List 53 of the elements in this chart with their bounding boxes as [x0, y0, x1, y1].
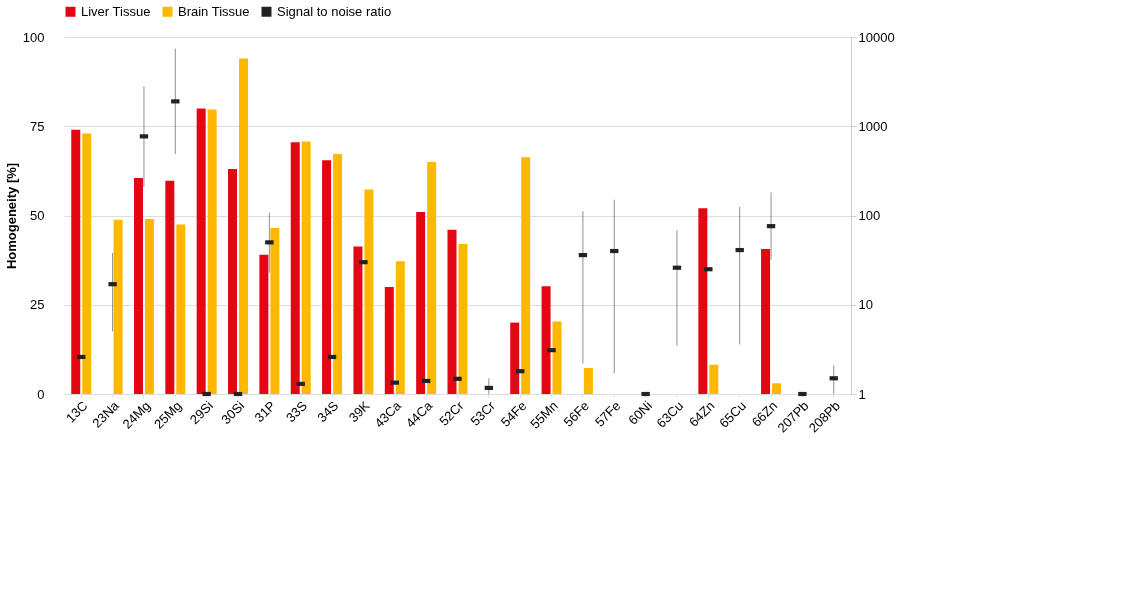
- x-tick-label: 34S: [314, 397, 342, 426]
- bar: [552, 321, 562, 394]
- bar: [353, 246, 363, 394]
- bar: [71, 129, 81, 394]
- legend-label: Brain Tissue: [178, 3, 250, 19]
- bar: [395, 261, 405, 394]
- x-tick-label: 31P: [251, 398, 279, 426]
- bar: [416, 211, 426, 394]
- y2-tick-label: 1: [858, 386, 866, 402]
- y2-tick-label: 100: [858, 208, 881, 223]
- bar: [761, 249, 771, 394]
- y-tick-label: 25: [30, 297, 45, 313]
- bar: [384, 286, 394, 394]
- y-axis-title: Homogeneity [%]: [3, 162, 19, 270]
- bar: [176, 224, 186, 394]
- bar: [239, 58, 248, 394]
- x-tick-label: 33S: [282, 397, 311, 426]
- bar: [447, 229, 457, 394]
- bar: [458, 244, 468, 394]
- bar: [322, 160, 332, 394]
- y-tick-label: 50: [30, 208, 45, 223]
- bar: [133, 178, 143, 394]
- bar: [772, 383, 782, 394]
- bar: [301, 141, 311, 394]
- legend-label: Signal to noise ratio: [277, 3, 392, 19]
- y-tick-label: 75: [30, 118, 45, 134]
- bar: [82, 133, 92, 394]
- bar: [541, 286, 551, 394]
- bar: [427, 161, 437, 394]
- bar: [207, 109, 217, 394]
- bar: [196, 108, 206, 394]
- bar: [364, 189, 374, 394]
- bar: [333, 154, 343, 394]
- y2-tick-label: 1000: [858, 118, 888, 134]
- legend-label: Liver Tissue: [81, 3, 151, 19]
- bar: [270, 227, 280, 394]
- bar: [165, 180, 175, 394]
- bar: [228, 169, 238, 394]
- bar: [290, 142, 300, 394]
- bar: [698, 208, 708, 394]
- bar: [113, 219, 123, 394]
- bar: [259, 254, 269, 394]
- y-tick-label: 100: [22, 29, 45, 45]
- bar: [510, 322, 520, 394]
- y-tick-label: 0: [37, 386, 45, 402]
- x-tick-label: 39K: [345, 397, 373, 426]
- y2-tick-label: 10: [858, 297, 873, 313]
- bar: [709, 364, 719, 394]
- y2-tick-label: 10000: [858, 29, 895, 45]
- bar: [583, 367, 593, 394]
- bar: [144, 219, 154, 394]
- x-tick-label: 13C: [62, 398, 91, 426]
- bar: [521, 157, 531, 394]
